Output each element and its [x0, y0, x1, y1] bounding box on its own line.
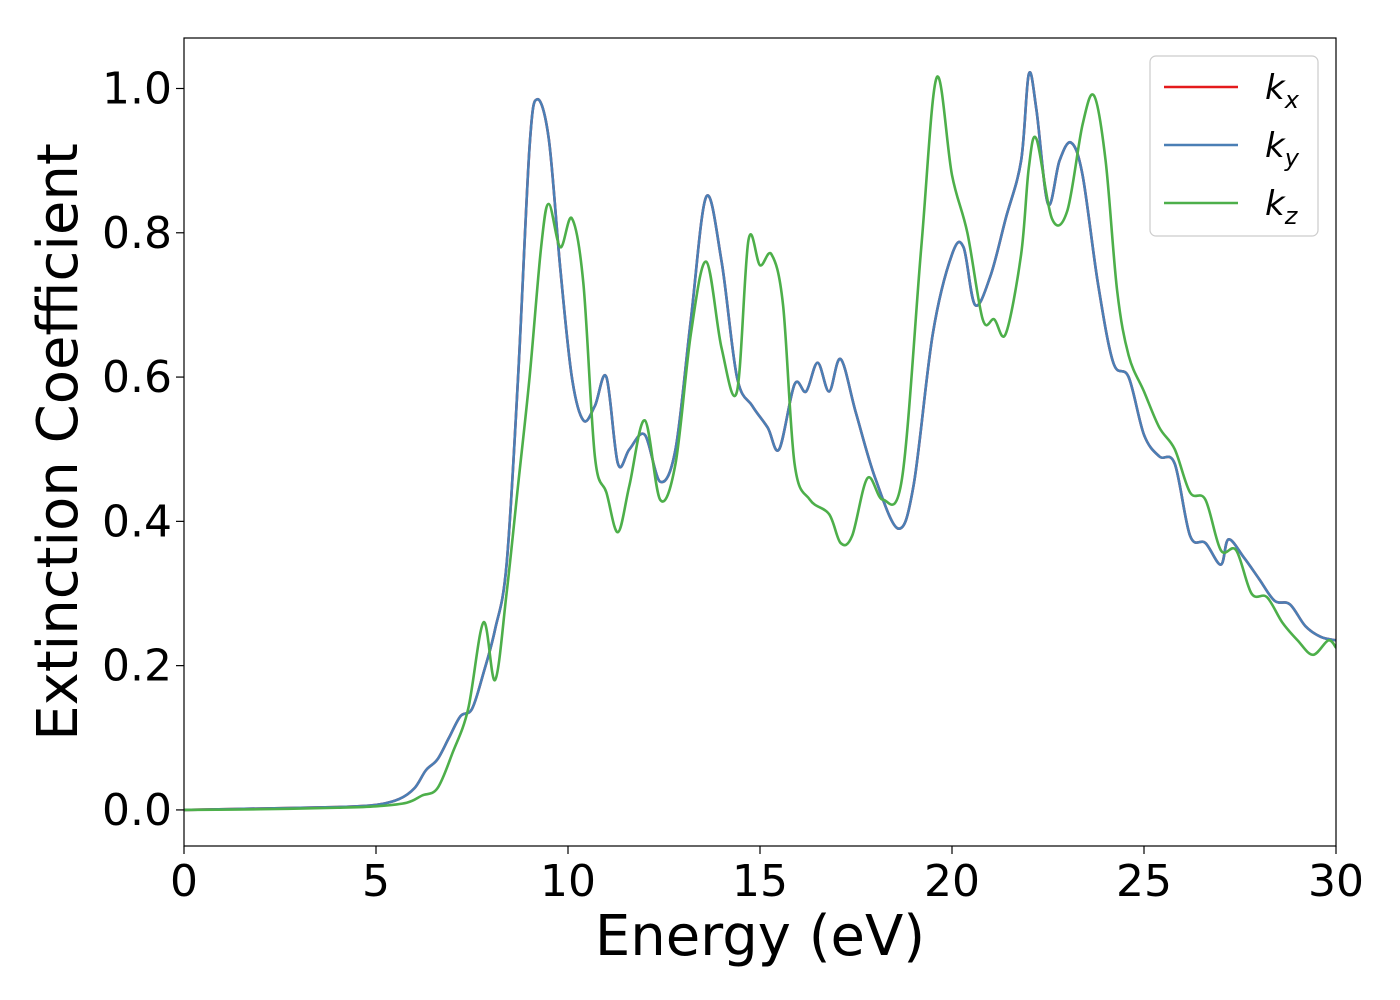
- x-axis-title: Energy (eV): [595, 904, 925, 969]
- y-axis: 0.0 0.2 0.4 0.6 0.8 1.0: [102, 64, 184, 836]
- y-tick-label: 0.2: [102, 641, 172, 692]
- x-tick-label: 30: [1308, 856, 1364, 907]
- legend-label-kz: kz: [1265, 184, 1299, 230]
- y-tick-label: 1.0: [102, 64, 172, 115]
- x-tick-label: 25: [1116, 856, 1172, 907]
- y-tick-label: 0.6: [102, 352, 172, 403]
- series-line-ky: [184, 71, 1336, 812]
- legend-label-ky: ky: [1265, 126, 1300, 172]
- y-tick-label: 0.4: [102, 496, 172, 547]
- legend: kx ky kz: [1149, 55, 1319, 237]
- x-tick-label: 15: [732, 856, 788, 907]
- y-tick-label: 0.0: [102, 785, 172, 836]
- x-tick-label: 5: [362, 856, 390, 907]
- legend-label-kx: kx: [1265, 68, 1300, 114]
- y-tick-label: 0.8: [102, 208, 172, 259]
- x-tick-label: 10: [540, 856, 596, 907]
- x-tick-label: 0: [170, 856, 198, 907]
- series-layer: [184, 71, 1336, 812]
- series-line-kz: [184, 75, 1336, 812]
- y-axis-title: Extinction Coefficient: [26, 143, 91, 741]
- x-tick-label: 20: [924, 856, 980, 907]
- x-axis: 0 5 10 15 20 25 30: [170, 846, 1364, 907]
